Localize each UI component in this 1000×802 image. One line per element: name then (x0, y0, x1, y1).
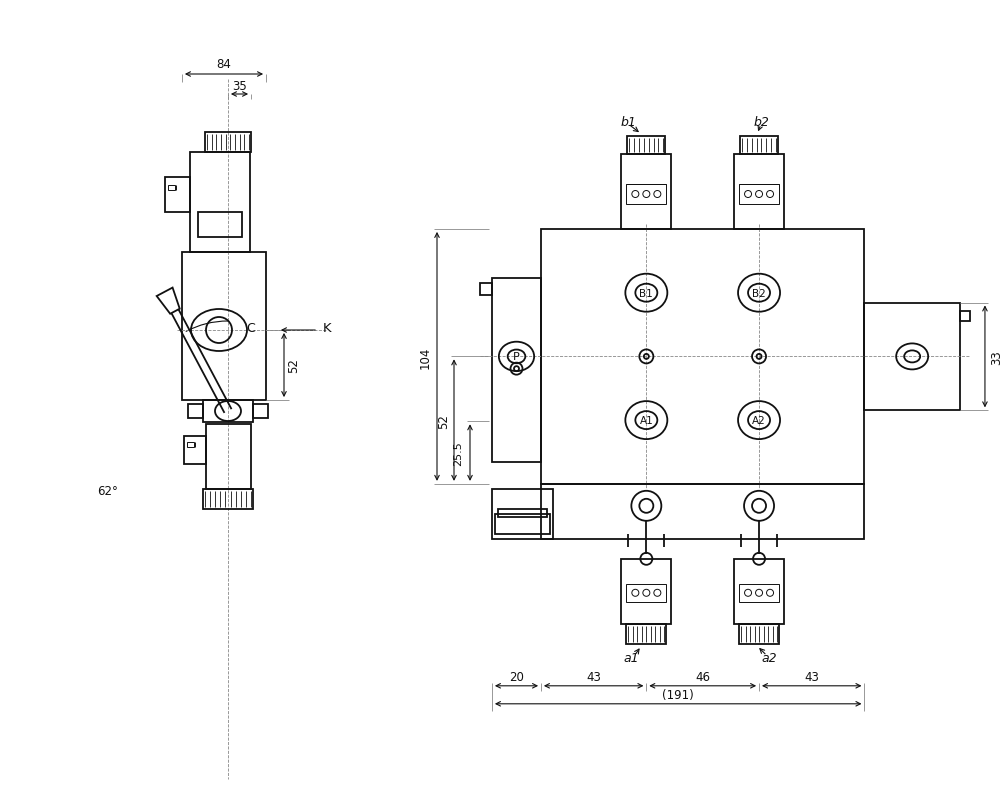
Bar (198, 213, 242, 237)
Bar (739, 184, 779, 205)
Text: B1: B1 (639, 289, 653, 298)
Bar (541, 229, 864, 484)
Polygon shape (157, 288, 180, 314)
Bar (864, 303, 960, 411)
Bar (739, 584, 779, 602)
Bar (205, 133, 251, 153)
Text: A1: A1 (639, 415, 653, 426)
Text: C: C (246, 322, 255, 335)
Bar (734, 559, 784, 624)
Text: b1: b1 (620, 116, 636, 129)
Bar (492, 278, 541, 462)
Bar (203, 400, 253, 423)
Bar (498, 509, 547, 517)
Bar (541, 484, 864, 539)
Text: a2: a2 (761, 651, 777, 665)
Text: 43: 43 (804, 670, 819, 683)
Bar (492, 489, 553, 539)
Text: a1: a1 (624, 651, 639, 665)
Text: B2: B2 (752, 289, 766, 298)
Text: 46: 46 (695, 670, 710, 683)
Bar (190, 153, 250, 253)
Text: P: P (513, 352, 520, 362)
Text: K: K (323, 322, 332, 335)
Bar (960, 311, 970, 321)
Text: b2: b2 (753, 116, 769, 129)
Bar (626, 624, 666, 644)
Bar (187, 443, 194, 448)
Text: 62°: 62° (97, 485, 118, 498)
Text: 25.5: 25.5 (453, 440, 463, 465)
Text: 104: 104 (419, 346, 432, 368)
Bar (626, 584, 666, 602)
Bar (206, 424, 251, 489)
Text: 43: 43 (586, 670, 601, 683)
Bar (495, 514, 550, 534)
Bar (627, 137, 665, 155)
Bar (188, 404, 203, 419)
Bar (168, 186, 175, 191)
Bar (626, 184, 666, 205)
Text: 35: 35 (232, 79, 247, 92)
Text: 20: 20 (509, 670, 524, 683)
Bar (740, 137, 778, 155)
Bar (480, 284, 492, 296)
Bar (253, 404, 268, 419)
Text: A2: A2 (752, 415, 766, 426)
Bar (184, 436, 206, 464)
Bar (203, 489, 253, 509)
Bar (734, 155, 784, 229)
Text: (191): (191) (662, 688, 694, 702)
Bar (182, 253, 266, 400)
Text: 84: 84 (217, 59, 231, 71)
Bar (165, 178, 190, 213)
Text: 52: 52 (288, 358, 301, 373)
Bar (739, 624, 779, 644)
Text: 52: 52 (438, 413, 451, 428)
Text: 33: 33 (990, 350, 1000, 364)
Bar (621, 155, 671, 229)
Bar (621, 559, 671, 624)
